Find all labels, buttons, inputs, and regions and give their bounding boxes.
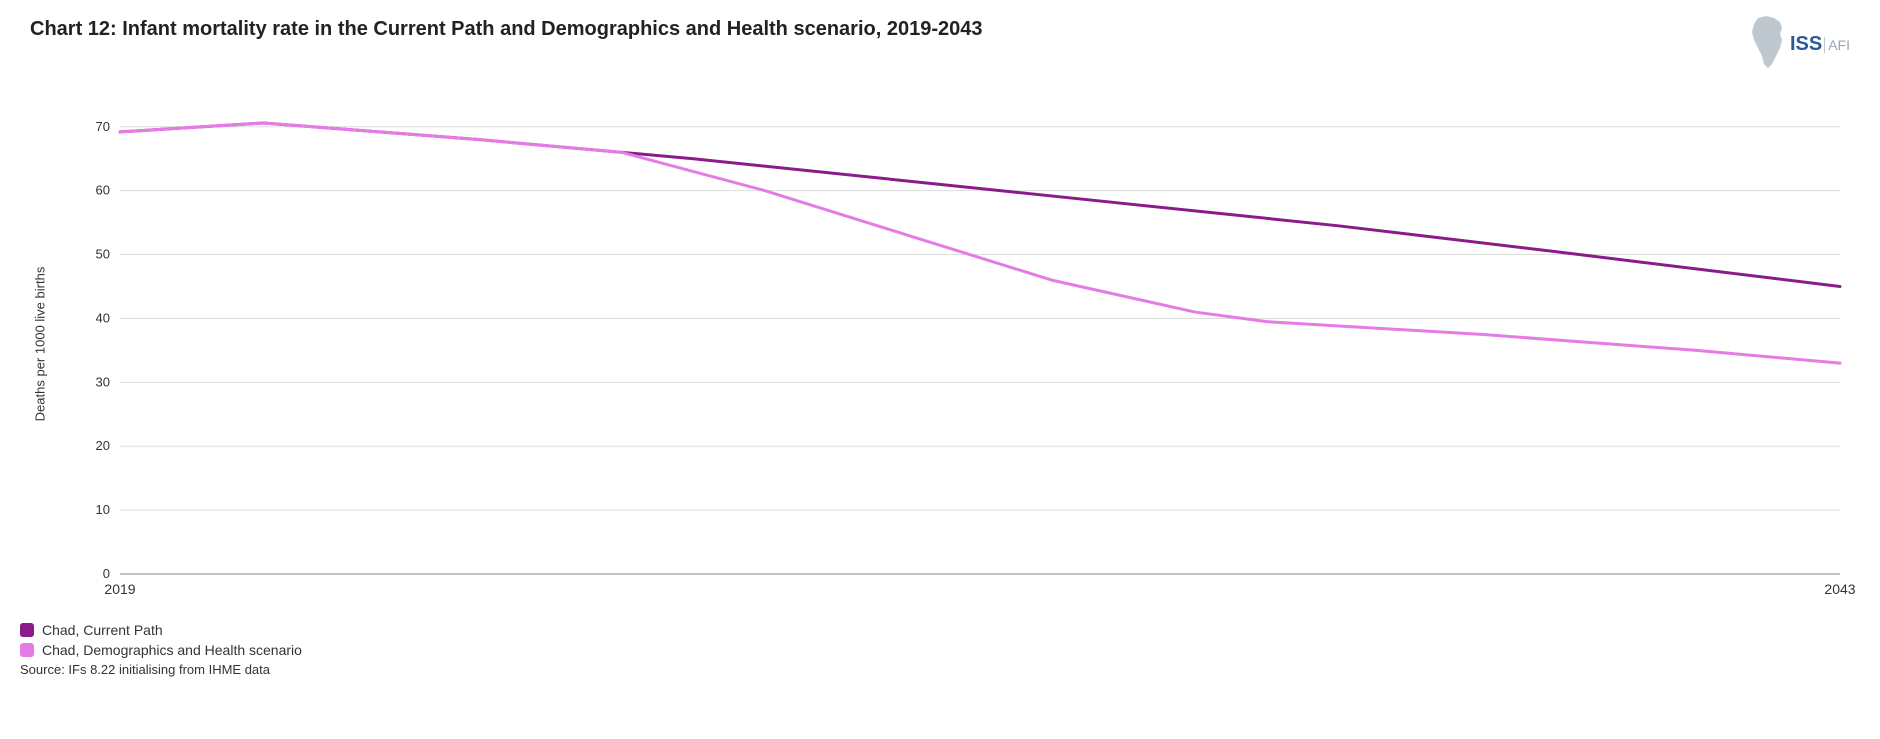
legend-label-0: Chad, Current Path xyxy=(42,622,163,638)
y-axis-label: Deaths per 1000 live births xyxy=(33,267,48,422)
chart-title: Chart 12: Infant mortality rate in the C… xyxy=(30,18,982,41)
chart-source: Source: IFs 8.22 initialising from IHME … xyxy=(20,662,1850,677)
svg-text:70: 70 xyxy=(96,119,110,134)
svg-text:60: 60 xyxy=(96,183,110,198)
logo-text-iss: ISS xyxy=(1790,33,1822,56)
chart-plot-wrap: Deaths per 1000 live births 010203040506… xyxy=(80,104,1840,584)
svg-text:0: 0 xyxy=(103,566,110,581)
svg-text:2019: 2019 xyxy=(104,581,135,597)
svg-text:30: 30 xyxy=(96,374,110,389)
chart-header: Chart 12: Infant mortality rate in the C… xyxy=(30,18,1850,74)
legend-label-1: Chad, Demographics and Health scenario xyxy=(42,642,302,658)
svg-text:50: 50 xyxy=(96,247,110,262)
svg-text:20: 20 xyxy=(96,438,110,453)
legend-item-1: Chad, Demographics and Health scenario xyxy=(20,642,1850,658)
legend-swatch-0 xyxy=(20,623,34,637)
legend-swatch-1 xyxy=(20,643,34,657)
svg-text:2043: 2043 xyxy=(1824,581,1855,597)
logo-text-afi: AFI xyxy=(1824,37,1850,53)
svg-text:10: 10 xyxy=(96,502,110,517)
chart-legend: Chad, Current Path Chad, Demographics an… xyxy=(20,622,1850,658)
svg-text:40: 40 xyxy=(96,310,110,325)
chart-svg: 0 10 20 30 40 50 60 70 2019 2043 xyxy=(80,104,1860,604)
legend-item-0: Chad, Current Path xyxy=(20,622,1850,638)
chart-container: Chart 12: Infant mortality rate in the C… xyxy=(0,0,1880,739)
brand-logo: ISS AFI xyxy=(1738,14,1850,74)
